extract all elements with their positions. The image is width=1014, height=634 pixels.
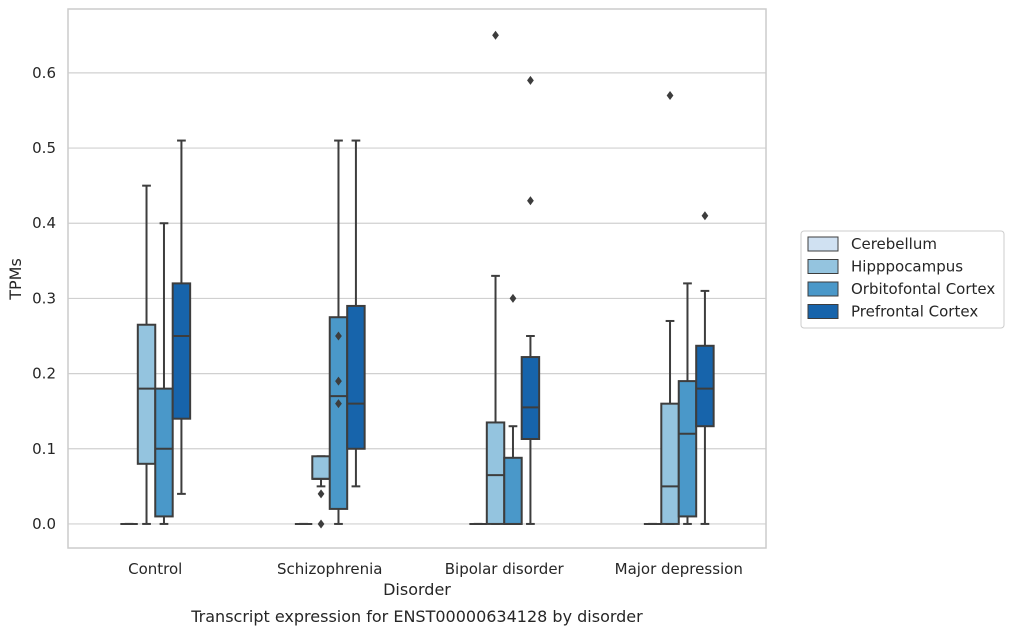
outlier-point	[527, 75, 534, 85]
box-body	[154, 387, 174, 518]
box-body	[171, 282, 192, 420]
legend-swatch	[807, 304, 839, 319]
outlier-point	[701, 211, 709, 221]
box-plots	[120, 30, 715, 529]
legend-label: Cerebellum	[851, 235, 937, 253]
box-plot	[171, 139, 192, 495]
y-tick-label: 0.3	[32, 289, 56, 307]
box-body	[520, 356, 541, 440]
x-axis-title: Disorder	[383, 580, 451, 599]
outlier-point	[317, 489, 325, 499]
legend-label: Orbitofontal Cortex	[851, 280, 995, 298]
y-tick-label: 0.5	[32, 139, 56, 157]
x-tick-label: Major depression	[615, 560, 743, 578]
box-plot	[695, 211, 715, 525]
legend-swatch	[807, 236, 839, 252]
box-plot	[503, 293, 523, 525]
box-plot	[346, 139, 366, 488]
legend-frame	[800, 230, 1005, 329]
box-body	[677, 380, 698, 518]
outlier-point	[509, 293, 517, 303]
legend: Cerebellum Hipppocampus Orbitofontal Corte…	[800, 230, 1005, 329]
box-body	[503, 456, 523, 525]
plot-frame	[67, 8, 767, 549]
box-body	[346, 304, 366, 450]
box-body	[695, 344, 715, 428]
y-axis-title: TPMs	[6, 258, 25, 301]
outlier-point	[335, 376, 342, 386]
outlier-point	[666, 90, 674, 100]
x-tick-label: Schizophrenia	[277, 560, 382, 578]
box-plot	[520, 75, 541, 525]
box-plot	[485, 30, 506, 525]
legend-label: Hipppocampus	[851, 258, 963, 276]
box-plot	[328, 139, 349, 525]
box-body	[328, 316, 349, 510]
y-tick-labels: 0.0 0.1 0.2 0.3 0.4 0.5 0.6	[32, 64, 56, 533]
box-plot	[311, 455, 331, 529]
x-tick-labels: Control Schizophrenia Bipolar disorder Majo…	[128, 560, 743, 578]
y-tick-label: 0.0	[32, 515, 56, 533]
box-body	[485, 421, 506, 525]
x-tick-label: Bipolar disorder	[445, 560, 565, 578]
x-tick-label: Control	[128, 560, 182, 578]
outlier-point	[527, 196, 534, 206]
box-plot	[154, 222, 174, 525]
legend-swatch	[807, 259, 839, 274]
box-body	[660, 402, 680, 525]
box-plot	[677, 282, 698, 525]
y-tick-label: 0.2	[32, 365, 56, 383]
chart-caption: Transcript expression for ENST0000063412…	[190, 607, 643, 626]
box-body	[311, 455, 331, 480]
box-body	[136, 323, 157, 465]
outlier-point	[335, 331, 342, 341]
outlier-point	[317, 519, 325, 529]
y-tick-label: 0.4	[32, 214, 56, 232]
outlier-point	[492, 30, 499, 40]
y-tick-label: 0.1	[32, 440, 56, 458]
legend-label: Prefrontal Cortex	[851, 303, 978, 321]
box-plot	[136, 184, 157, 525]
plot-background	[68, 9, 766, 548]
y-tick-label: 0.6	[32, 64, 56, 82]
legend-swatch	[807, 281, 839, 297]
outlier-point	[335, 399, 342, 409]
